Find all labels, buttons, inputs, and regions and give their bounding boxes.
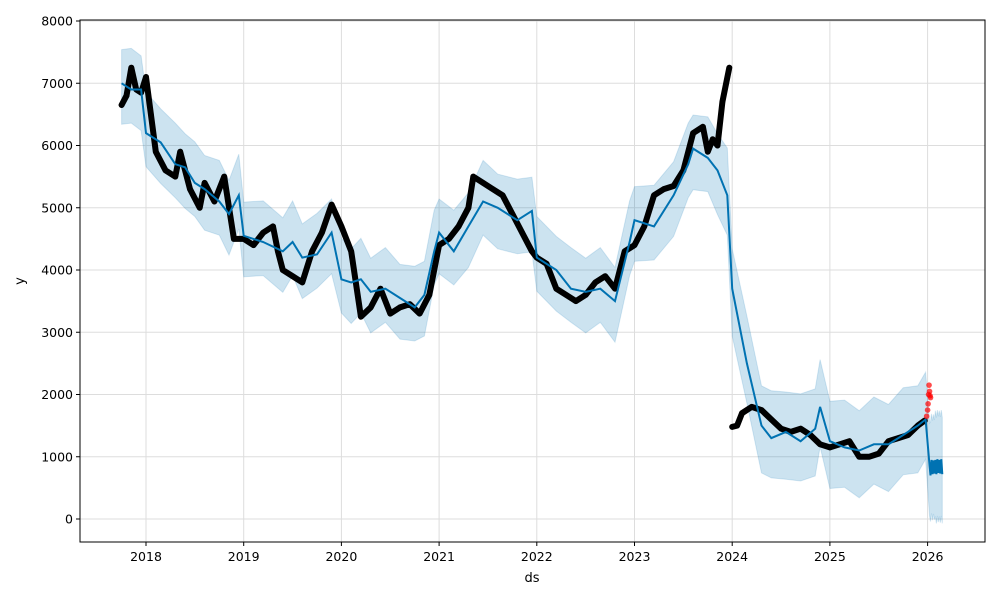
y-tick-label: 8000 bbox=[41, 14, 73, 29]
y-tick-label: 3000 bbox=[41, 325, 73, 340]
x-tick-label: 2021 bbox=[423, 549, 455, 564]
uncertainty-interval bbox=[121, 47, 943, 524]
test-point bbox=[926, 382, 932, 388]
grid bbox=[80, 20, 985, 542]
test-series bbox=[923, 382, 934, 420]
x-tick-label: 2018 bbox=[130, 549, 162, 564]
test-point bbox=[926, 388, 933, 395]
y-tick-label: 5000 bbox=[41, 200, 73, 215]
x-tick-label: 2023 bbox=[619, 549, 651, 564]
x-axis: 2018 2019 2020 2021 2022 2023 2024 2025 2026 bbox=[130, 542, 944, 564]
forecast-line bbox=[121, 82, 944, 476]
y-tick-label: 1000 bbox=[41, 449, 73, 464]
y-tick-label: 2000 bbox=[41, 387, 73, 402]
x-tick-label: 2020 bbox=[325, 549, 357, 564]
x-tick-label: 2022 bbox=[521, 549, 553, 564]
y-tick-label: 6000 bbox=[41, 138, 73, 153]
x-tick-label: 2025 bbox=[814, 549, 846, 564]
x-axis-label: ds bbox=[524, 571, 539, 586]
test-point bbox=[923, 413, 930, 420]
y-tick-label: 4000 bbox=[41, 263, 73, 278]
test-point bbox=[927, 394, 934, 401]
x-tick-label: 2026 bbox=[912, 549, 944, 564]
y-tick-label: 0 bbox=[65, 512, 73, 527]
test-point bbox=[924, 407, 931, 413]
y-tick-label: 7000 bbox=[41, 76, 73, 91]
actual-trace bbox=[118, 64, 733, 320]
x-tick-label: 2024 bbox=[716, 549, 748, 564]
y-axis-label: y bbox=[13, 277, 28, 285]
plot-frame bbox=[79, 19, 986, 543]
y-axis: 0 1000 2000 3000 4000 5000 6000 7000 8000 bbox=[41, 14, 80, 527]
actual-series bbox=[118, 64, 928, 460]
x-tick-label: 2019 bbox=[228, 549, 260, 564]
test-point bbox=[925, 401, 931, 407]
